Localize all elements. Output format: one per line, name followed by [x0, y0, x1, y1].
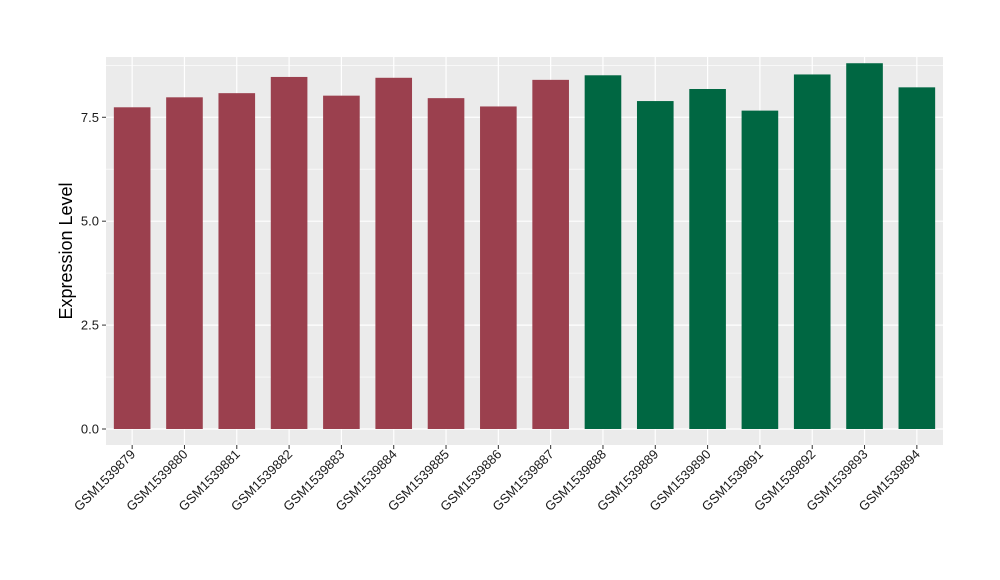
- bar-GSM1539891: [741, 110, 779, 430]
- bar-GSM1539882: [270, 76, 308, 429]
- bar-GSM1539887: [532, 79, 569, 429]
- bar-GSM1539886: [480, 106, 517, 429]
- bar-GSM1539881: [218, 93, 256, 430]
- bar-GSM1539894: [898, 87, 936, 430]
- bar-GSM1539880: [166, 97, 203, 429]
- bar-GSM1539890: [689, 89, 726, 430]
- y-axis-title: Expression Level: [56, 182, 76, 319]
- bar-GSM1539889: [636, 101, 674, 429]
- y-tick-label: 0.0: [81, 422, 99, 437]
- bar-GSM1539884: [375, 77, 413, 430]
- bar-GSM1539879: [113, 107, 151, 430]
- bar-GSM1539888: [584, 75, 622, 429]
- y-tick-label: 7.5: [81, 110, 99, 125]
- y-tick-label: 5.0: [81, 214, 99, 229]
- bar-GSM1539893: [846, 63, 883, 429]
- bar-GSM1539892: [793, 74, 831, 430]
- bar-GSM1539885: [427, 98, 465, 429]
- bar-GSM1539883: [323, 95, 360, 429]
- bars: [113, 63, 936, 430]
- y-tick-label: 2.5: [81, 318, 99, 333]
